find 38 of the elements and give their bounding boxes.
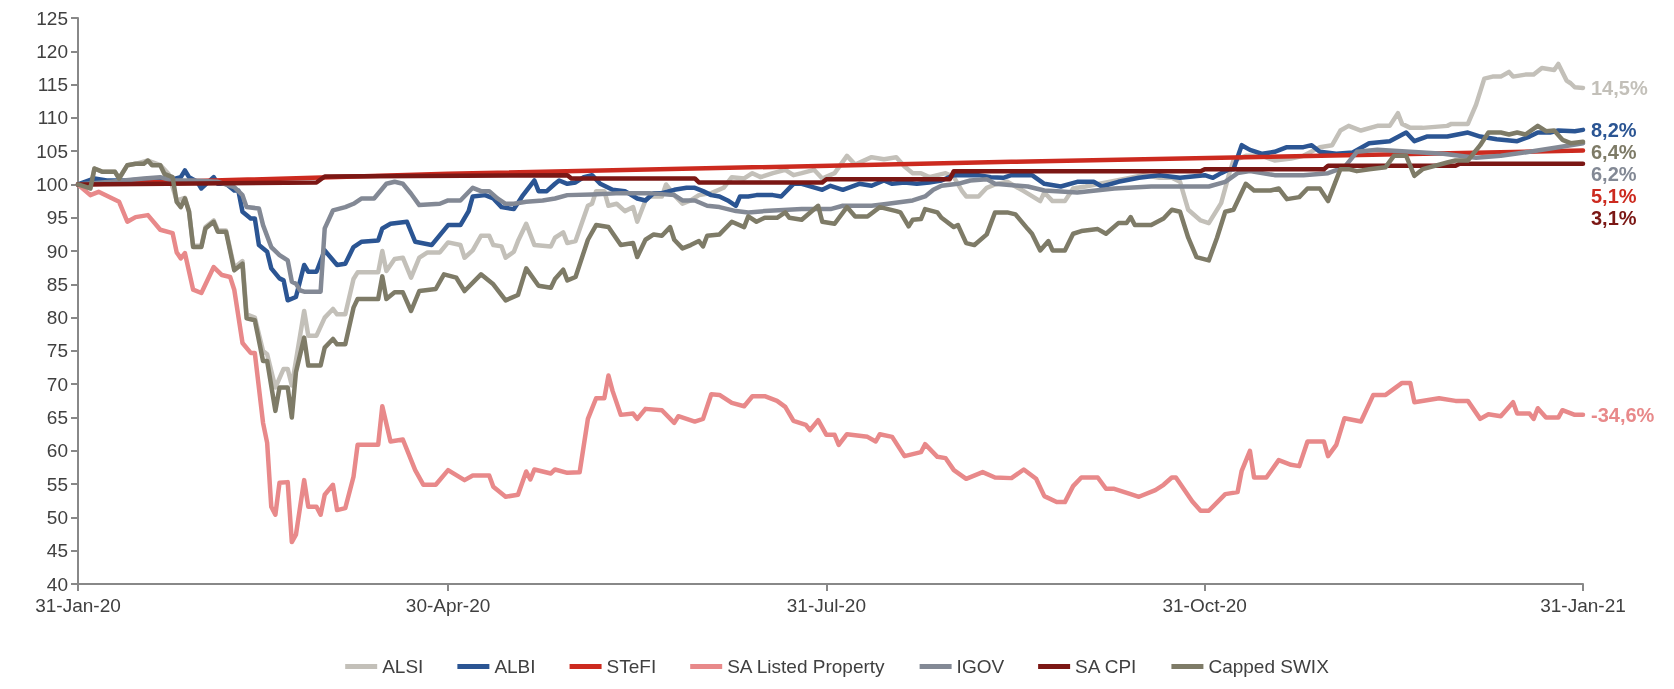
y-tick-label: 125 — [36, 7, 68, 29]
legend-label: ALBI — [494, 656, 536, 677]
y-tick-label: 85 — [46, 273, 68, 295]
y-tick-label: 65 — [46, 407, 68, 429]
x-tick-label: 31-Jan-21 — [1540, 595, 1626, 616]
y-tick-label: 40 — [46, 573, 68, 595]
y-tick-label: 60 — [46, 440, 68, 462]
y-tick-label: 70 — [46, 373, 68, 395]
y-tick-label: 115 — [37, 74, 68, 96]
annotation: 3,1% — [1591, 206, 1637, 229]
x-tick-label: 31-Jan-20 — [35, 595, 121, 616]
y-tick-label: 80 — [46, 307, 68, 329]
legend-label: Capped SWIX — [1208, 656, 1330, 677]
y-tick-label: 95 — [46, 207, 68, 229]
legend-label: IGOV — [956, 656, 1005, 677]
y-tick-label: 100 — [36, 173, 68, 195]
annotation: 6,4% — [1591, 140, 1637, 163]
y-tick-label: 55 — [46, 473, 68, 495]
legend-label: STeFI — [606, 656, 657, 677]
legend-label: SA Listed Property — [727, 656, 886, 677]
annotation: 8,2% — [1591, 118, 1637, 141]
x-tick-label: 31-Jul-20 — [786, 595, 866, 616]
y-tick-label: 105 — [36, 140, 68, 162]
y-tick-label: 50 — [46, 506, 68, 528]
annotation: 14,5% — [1591, 76, 1648, 99]
y-tick-label: 110 — [37, 107, 68, 129]
annotation: -34,6% — [1591, 403, 1655, 426]
line-series — [75, 123, 1586, 420]
x-tick-label: 30-Apr-20 — [405, 595, 491, 616]
legend-label: ALSI — [382, 656, 424, 677]
legend-label: SA CPI — [1075, 656, 1137, 677]
annotation: 6,2% — [1591, 162, 1637, 185]
y-tick-label: 75 — [46, 340, 68, 362]
y-tick-label: 120 — [36, 40, 68, 62]
x-tick-label: 31-Oct-20 — [1162, 595, 1247, 616]
y-tick-label: 90 — [46, 240, 68, 262]
annotation: 5,1% — [1591, 184, 1637, 207]
y-tick-label: 45 — [46, 540, 68, 562]
